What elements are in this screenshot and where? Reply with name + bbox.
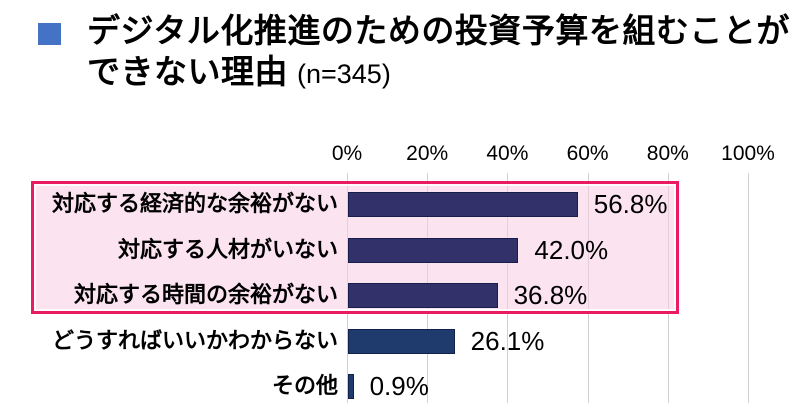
- category-label: その他: [271, 373, 338, 398]
- title-sample-size: (n=345): [297, 59, 391, 89]
- gridline: [748, 173, 749, 403]
- x-axis-tick-label: 0%: [331, 142, 363, 165]
- bar: [348, 283, 498, 308]
- value-label: 42.0%: [534, 234, 609, 265]
- x-axis-tick-label: 80%: [646, 142, 689, 165]
- bar: [348, 328, 455, 354]
- title-line2: できない理由: [87, 53, 288, 90]
- title-line1: デジタル化推進のための投資予算を組むことが: [87, 12, 790, 49]
- category-label: 対応する経済的な余裕がない: [51, 191, 338, 216]
- page-title: デジタル化推進のための投資予算を組むことが できない理由 (n=345): [87, 10, 790, 95]
- value-label: 26.1%: [470, 325, 545, 356]
- category-label: どうすればいいかわからない: [51, 327, 338, 353]
- x-axis-tick-label: 60%: [566, 142, 609, 165]
- bar: [348, 192, 578, 217]
- bar: [348, 374, 354, 399]
- value-label: 36.8%: [513, 280, 588, 310]
- bar: [348, 237, 519, 263]
- value-label: 0.9%: [369, 371, 429, 401]
- title-bullet-icon: [38, 23, 61, 45]
- value-label: 56.8%: [593, 189, 668, 219]
- x-axis-tick-label: 100%: [721, 142, 775, 165]
- x-axis-tick-label: 20%: [406, 142, 449, 165]
- category-label: 対応する人材がいない: [117, 236, 338, 262]
- category-label: 対応する時間の余裕がない: [73, 282, 338, 307]
- x-axis-tick-label: 40%: [486, 142, 529, 165]
